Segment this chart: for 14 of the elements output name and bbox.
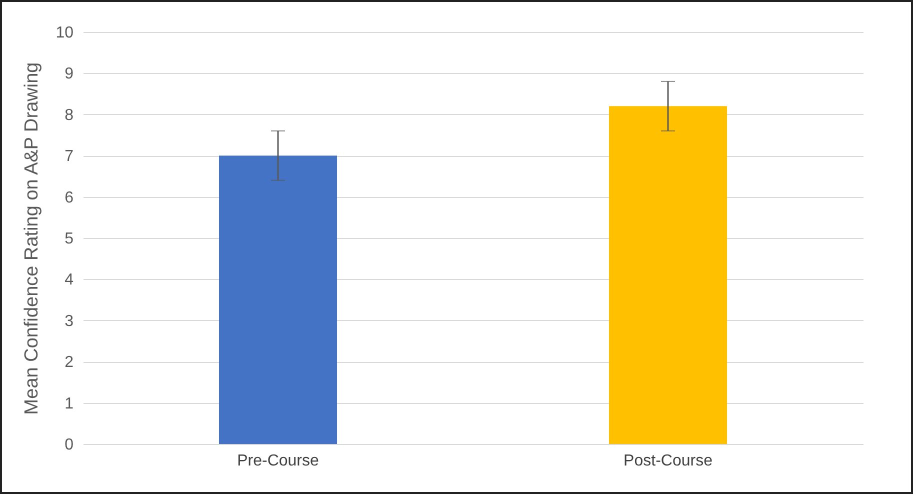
y-tick-label: 6 xyxy=(64,189,74,206)
y-tick-label: 5 xyxy=(64,230,74,248)
y-tick-label: 8 xyxy=(64,106,74,124)
x-tick-label: Pre-Course xyxy=(237,452,319,470)
y-tick-label: 7 xyxy=(64,148,74,166)
y-tick-label: 10 xyxy=(56,24,74,42)
y-tick-label: 9 xyxy=(64,66,74,83)
y-tick-label: 4 xyxy=(64,272,74,289)
y-tick-label: 3 xyxy=(64,312,74,330)
y-axis-title: Mean Confidence Rating on A&P Drawing xyxy=(22,62,43,415)
y-tick-label: 2 xyxy=(64,354,74,372)
x-tick-label: Post-Course xyxy=(624,452,713,470)
y-tick-label: 1 xyxy=(64,395,74,412)
y-tick-label: 0 xyxy=(64,436,74,454)
